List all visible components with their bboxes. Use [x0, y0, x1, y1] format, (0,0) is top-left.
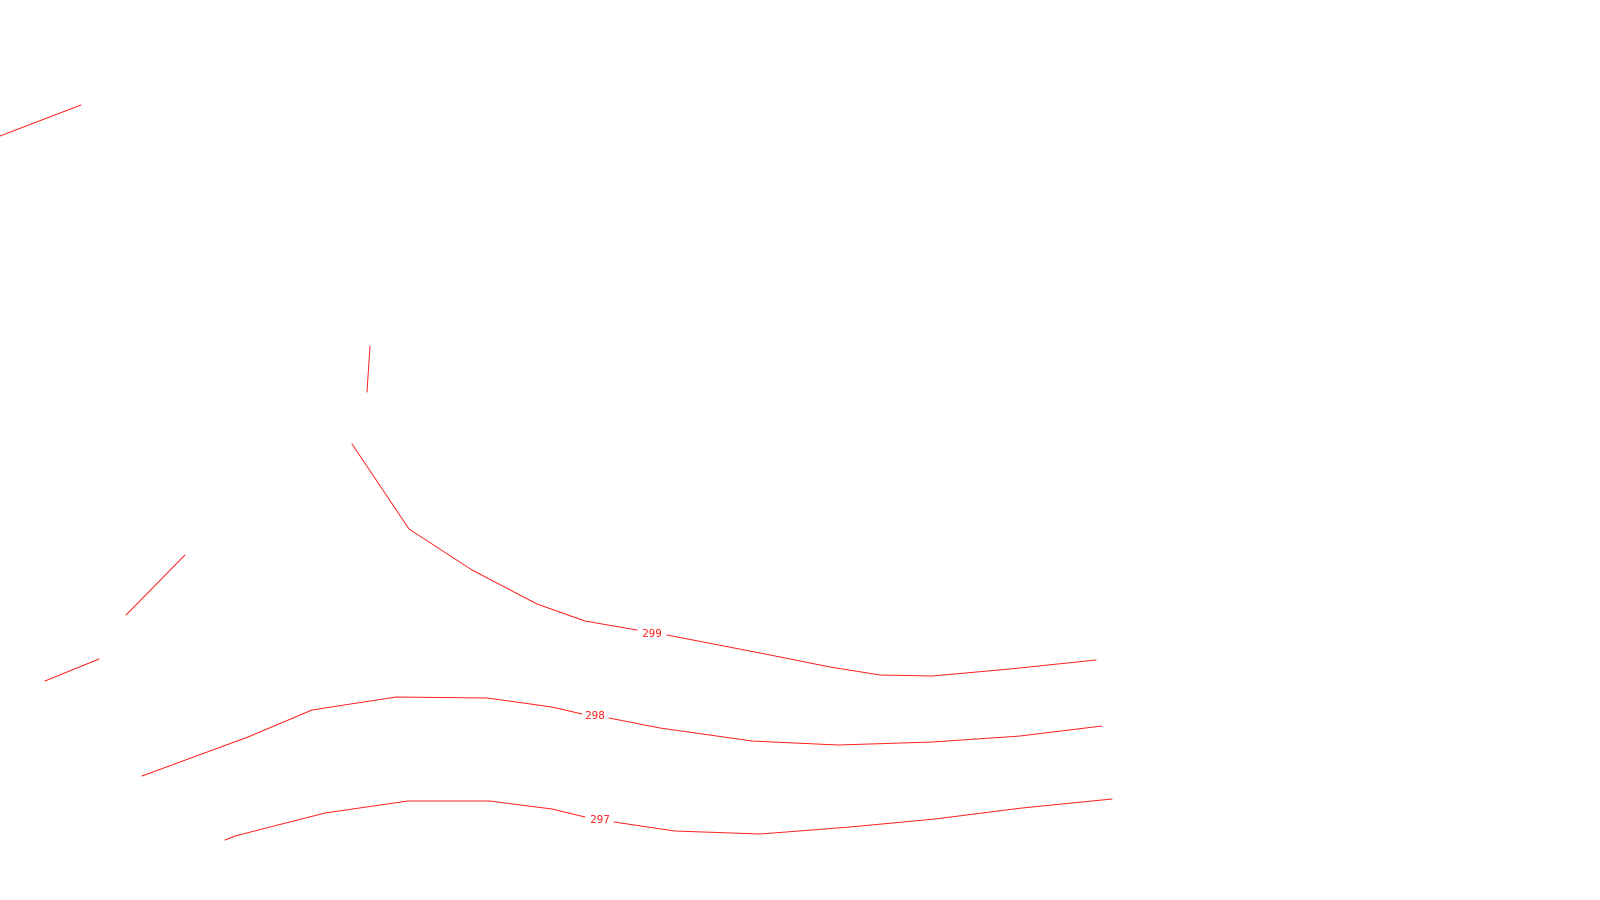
contour-297-line-right	[613, 798, 1113, 835]
contour-299-line-right	[666, 634, 1097, 677]
contour-299-label: 299	[642, 627, 662, 640]
contour-298-label: 298	[585, 709, 605, 722]
contour-299: 299	[351, 443, 1097, 677]
contour-299-line-left	[351, 443, 638, 631]
contour-fragment-upper-mid	[366, 345, 371, 393]
contour-297-label: 297	[590, 813, 610, 826]
contour-298: 298	[141, 696, 1103, 777]
contour-298-line-left	[141, 696, 583, 777]
contour-297-line-left	[224, 800, 586, 841]
contour-fragment-left-diagonal	[125, 554, 186, 616]
contour-298-line-right	[608, 717, 1103, 746]
contour-fragment-top-left	[0, 104, 82, 137]
contour-fragment-left-short	[44, 658, 100, 682]
contour-297: 297	[224, 798, 1113, 841]
